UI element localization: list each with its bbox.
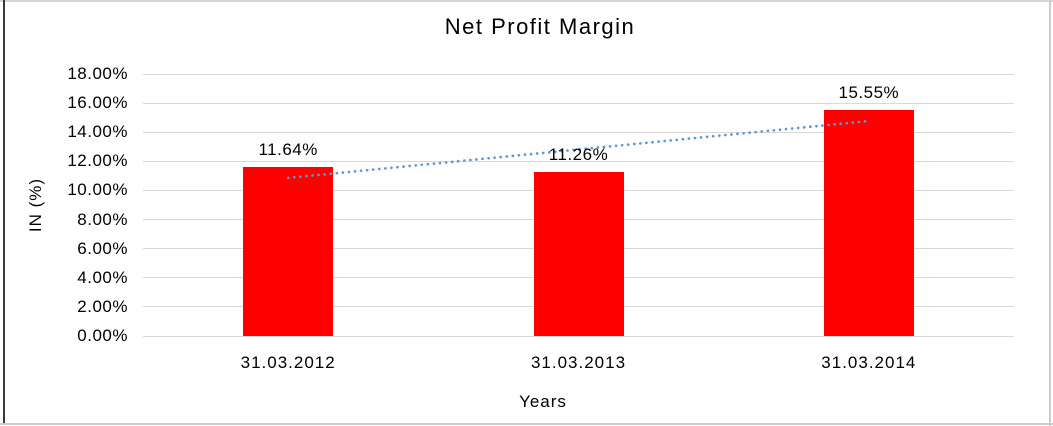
bar-31.03.2013 <box>533 172 624 336</box>
data-label: 11.26% <box>548 145 609 165</box>
gridline <box>143 335 1014 337</box>
gridline <box>143 102 1014 104</box>
data-label: 11.64% <box>258 139 318 159</box>
data-label: 15.55% <box>838 82 900 102</box>
y-tick-label: 12.00% <box>67 151 128 171</box>
bar-31.03.2012 <box>243 166 334 336</box>
chart-title: Net Profit Margin <box>444 14 636 39</box>
frame-top-edge <box>0 0 1053 2</box>
x-tick-label: 31.03.2012 <box>240 353 336 372</box>
y-tick-label: 6.00% <box>77 238 128 258</box>
x-axis-title: Years <box>519 392 567 411</box>
x-tick-label: 31.03.2013 <box>530 353 627 372</box>
y-tick-label: 0.00% <box>77 326 128 345</box>
y-axis-title: IN (%) <box>26 177 45 233</box>
frame-left-edge <box>3 0 5 424</box>
frame-bottom-edge <box>0 423 1053 425</box>
frame-right-edge <box>1049 0 1051 426</box>
y-tick-label: 16.00% <box>67 93 128 113</box>
gridline <box>143 73 1014 75</box>
y-tick-label: 4.00% <box>77 267 128 287</box>
y-tick-label: 10.00% <box>67 180 128 200</box>
y-tick-label: 18.00% <box>67 64 128 83</box>
bar-31.03.2014 <box>823 109 914 336</box>
y-tick-label: 8.00% <box>77 209 128 229</box>
y-tick-label: 2.00% <box>77 296 128 316</box>
y-tick-label: 14.00% <box>67 122 128 142</box>
x-tick-label: 31.03.2014 <box>821 353 917 372</box>
